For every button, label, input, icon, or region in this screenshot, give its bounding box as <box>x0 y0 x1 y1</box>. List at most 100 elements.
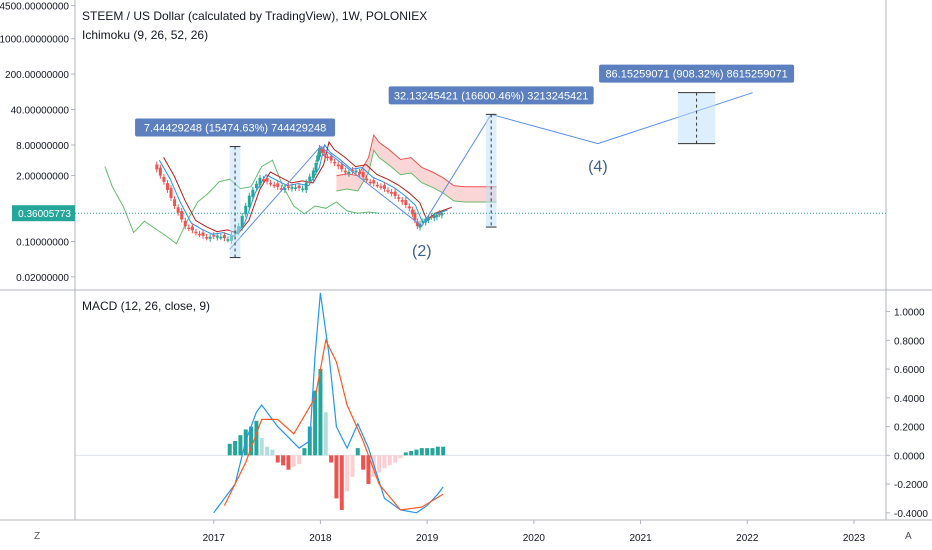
candle-body <box>279 188 283 190</box>
candle-body <box>440 213 444 216</box>
price-tick-label: 1000.00000000 <box>0 35 69 46</box>
candle-body <box>407 206 411 209</box>
candle-body <box>336 164 340 167</box>
macd-histogram-bar <box>254 420 259 456</box>
candle-body <box>183 220 187 227</box>
candle-body <box>194 231 198 234</box>
last-price-tag <box>12 205 75 222</box>
candle-body <box>286 186 290 188</box>
macd-tick-label: 1.0000 <box>894 308 925 319</box>
candle-body <box>437 213 441 215</box>
measure-label-bg <box>388 86 594 105</box>
candle-body <box>427 217 431 221</box>
candle-body <box>421 221 425 223</box>
candle-body <box>316 155 320 162</box>
macd-histogram-bar <box>425 448 430 456</box>
candle-body <box>372 180 376 184</box>
measure-label: 7.44429248 (15474.63%) 744429248 <box>144 123 326 135</box>
price-tick-label: 200.00000000 <box>5 70 69 81</box>
macd-histogram-bar <box>329 455 334 463</box>
time-tick-label: 2017 <box>203 533 226 544</box>
candle-body <box>418 223 422 228</box>
macd-histogram-bar <box>355 448 360 456</box>
candle-body <box>197 233 201 236</box>
candle-body <box>162 176 166 182</box>
time-tick-label: 2018 <box>309 533 332 544</box>
macd-histogram-bar <box>334 455 339 499</box>
price-tick-label: 4500.00000000 <box>0 2 69 13</box>
candle-body <box>272 184 276 187</box>
macd-histogram-bar <box>393 455 398 463</box>
macd-histogram-bar <box>249 426 254 456</box>
macd-histogram-bar <box>302 448 307 456</box>
macd-histogram-bar <box>377 455 382 473</box>
wave-label-4: (4) <box>588 159 608 176</box>
candle-body <box>386 190 390 192</box>
candle-body <box>308 176 312 181</box>
macd-histogram-bar <box>382 455 387 469</box>
candle-body <box>329 156 333 161</box>
candle-body <box>222 235 226 239</box>
macd-histogram-bar <box>361 455 366 470</box>
candle-body <box>435 214 439 218</box>
candle-body <box>321 148 325 153</box>
measure-label: 32.13245421 (16600.46%) 3213245421 <box>394 90 589 102</box>
candle-body <box>226 239 230 241</box>
candle-body <box>319 149 323 151</box>
price-tick-label: 8.00000000 <box>16 141 69 152</box>
candle-body <box>258 177 262 186</box>
macd-histogram-bar <box>259 438 264 456</box>
candle-body <box>318 147 322 157</box>
candle-body <box>429 216 433 218</box>
macd-histogram-bar <box>441 446 446 456</box>
macd-histogram-bar <box>345 455 350 492</box>
macd-histogram-bar <box>297 455 302 464</box>
candle-body <box>304 182 308 190</box>
candle-body <box>205 237 209 239</box>
macd-histogram-bar <box>419 448 424 456</box>
candle-body <box>400 199 404 202</box>
macd-tick-label: 0.6000 <box>894 365 925 376</box>
macd-histogram-bar <box>227 443 232 456</box>
candle-body <box>323 154 327 156</box>
candle-body <box>173 199 177 206</box>
candle-body <box>219 236 223 239</box>
candle-body <box>361 172 365 178</box>
base-line <box>163 140 452 235</box>
price-tick-label: 0.02000000 <box>16 273 69 284</box>
ichimoku-cloud <box>336 135 497 202</box>
measure-label-bg <box>599 64 795 83</box>
time-tick-label: 2020 <box>523 533 546 544</box>
macd-line <box>213 292 444 514</box>
macd-tick-label: 0.0000 <box>894 451 925 462</box>
macd-histogram-bar <box>430 448 435 456</box>
macd-histogram-bar <box>366 455 371 485</box>
macd-histogram-bar <box>409 451 414 456</box>
chart-title: STEEM / US Dollar (calculated by Trading… <box>82 9 428 23</box>
candle-body <box>165 183 169 190</box>
macd-tick-label: 0.8000 <box>894 336 925 347</box>
candle-body <box>265 177 269 182</box>
macd-histogram-bar <box>233 440 238 456</box>
indicator-label[interactable]: Ichimoku (9, 26, 52, 26) <box>82 28 209 42</box>
timezone-toggle[interactable]: Z <box>34 531 41 542</box>
macd-histogram-bar <box>270 449 275 456</box>
price-tick-label: 40.00000000 <box>11 106 70 117</box>
macd-histogram-bar <box>403 452 408 456</box>
macd-histogram-bar <box>281 455 286 466</box>
candle-body <box>158 167 162 176</box>
macd-title[interactable]: MACD (12, 26, close, 9) <box>82 299 211 313</box>
macd-histogram-bar <box>238 435 243 456</box>
macd-tick-label: -0.4000 <box>894 509 928 520</box>
candle-body <box>301 188 305 191</box>
candle-body <box>379 186 383 188</box>
candle-body <box>169 188 173 198</box>
macd-histogram-bar <box>339 455 344 510</box>
candle-body <box>326 156 330 159</box>
auto-scale-toggle[interactable]: A <box>905 531 912 542</box>
candle-body <box>262 179 266 181</box>
time-tick-label: 2023 <box>843 533 866 544</box>
macd-histogram-bar <box>398 455 403 459</box>
candle-body <box>354 170 358 173</box>
